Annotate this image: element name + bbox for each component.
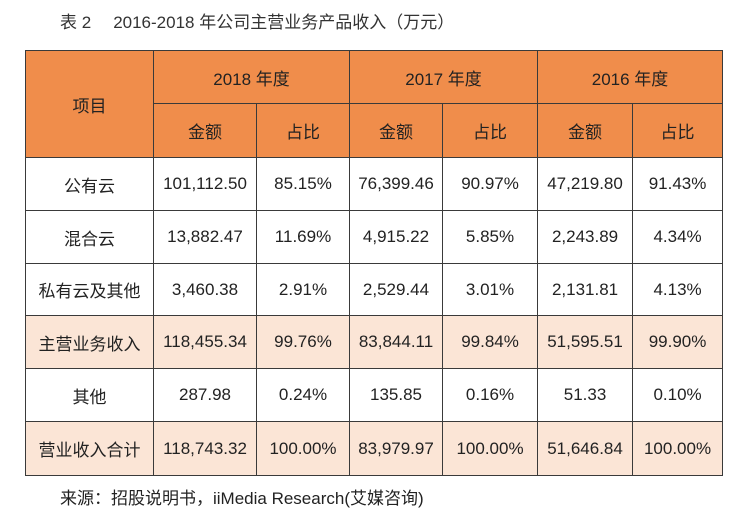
cell-hybrid-cloud-2016-share: 4.34%	[632, 210, 724, 264]
source-note: 来源：招股说明书，iiMedia Research(艾媒咨询)	[60, 489, 424, 508]
year-header-2018: 2018 年度	[152, 50, 351, 104]
cell-main-business-2017-share: 99.84%	[442, 315, 539, 369]
cell-total-2017-amount: 83,979.97	[349, 421, 444, 476]
cell-private-cloud-2016-share: 4.13%	[632, 263, 724, 316]
cell-hybrid-cloud-2017-amount: 4,915.22	[349, 210, 444, 264]
cell-public-cloud-2017-share: 90.97%	[442, 157, 539, 211]
subheader-2016-share: 占比	[632, 103, 724, 158]
cell-public-cloud-2017-amount: 76,399.46	[349, 157, 444, 211]
cell-other-2018-share: 0.24%	[255, 368, 351, 422]
cell-main-business-2018-share: 99.76%	[255, 315, 351, 369]
cell-public-cloud-2016-amount: 47,219.80	[537, 157, 634, 211]
cell-other-2018-amount: 287.98	[153, 368, 257, 422]
table-row-total-operating-revenue: 营业收入合计 118,743.32 100.00% 83,979.97 100.…	[25, 421, 724, 476]
row-label-public-cloud: 公有云	[25, 157, 154, 211]
subheader-2018-share: 占比	[255, 103, 351, 158]
table-row-hybrid-cloud: 混合云 13,882.47 11.69% 4,915.22 5.85% 2,24…	[25, 210, 724, 264]
cell-total-2016-share: 100.00%	[632, 421, 724, 476]
row-label-other: 其他	[25, 368, 154, 422]
year-header-2017: 2017 年度	[349, 50, 539, 104]
cell-public-cloud-2016-share: 91.43%	[632, 157, 724, 211]
table-number: 表 2	[60, 13, 92, 32]
cell-hybrid-cloud-2018-share: 11.69%	[255, 210, 351, 264]
table-row-public-cloud: 公有云 101,112.50 85.15% 76,399.46 90.97% 4…	[25, 157, 724, 211]
cell-private-cloud-2018-amount: 3,460.38	[153, 263, 257, 316]
cell-other-2017-share: 0.16%	[442, 368, 539, 422]
header-row-years: 项目 2018 年度 2017 年度 2016 年度	[25, 50, 724, 158]
cell-main-business-2017-amount: 83,844.11	[349, 315, 444, 369]
subheader-2017-amount: 金额	[349, 103, 444, 158]
cell-main-business-2016-amount: 51,595.51	[537, 315, 634, 369]
cell-main-business-2016-share: 99.90%	[632, 315, 724, 369]
row-label-hybrid-cloud: 混合云	[25, 210, 154, 264]
cell-other-2017-amount: 135.85	[349, 368, 444, 422]
year-header-2016: 2016 年度	[537, 50, 724, 104]
cell-other-2016-share: 0.10%	[632, 368, 724, 422]
table-row-main-business-revenue: 主营业务收入 118,455.34 99.76% 83,844.11 99.84…	[25, 315, 724, 369]
row-label-private-cloud-and-other: 私有云及其他	[25, 263, 154, 316]
row-label-main-business-revenue: 主营业务收入	[25, 315, 154, 369]
table-row-private-cloud-and-other: 私有云及其他 3,460.38 2.91% 2,529.44 3.01% 2,1…	[25, 263, 724, 316]
row-header-item: 项目	[25, 50, 154, 158]
cell-public-cloud-2018-share: 85.15%	[255, 157, 351, 211]
cell-other-2016-amount: 51.33	[537, 368, 634, 422]
cell-total-2016-amount: 51,646.84	[537, 421, 634, 476]
cell-main-business-2018-amount: 118,455.34	[153, 315, 257, 369]
subheader-2016-amount: 金额	[537, 103, 634, 158]
table-title: 2016-2018 年公司主营业务产品收入（万元）	[113, 13, 455, 32]
cell-private-cloud-2016-amount: 2,131.81	[537, 263, 634, 316]
cell-hybrid-cloud-2016-amount: 2,243.89	[537, 210, 634, 264]
table-row-other: 其他 287.98 0.24% 135.85 0.16% 51.33 0.10%	[25, 368, 724, 422]
cell-total-2018-share: 100.00%	[255, 421, 351, 476]
cell-public-cloud-2018-amount: 101,112.50	[153, 157, 257, 211]
header-row-subcolumns: 金额 占比 金额 占比 金额 占比	[26, 103, 724, 158]
cell-total-2017-share: 100.00%	[442, 421, 539, 476]
cell-hybrid-cloud-2018-amount: 13,882.47	[153, 210, 257, 264]
cell-private-cloud-2017-share: 3.01%	[442, 263, 539, 316]
subheader-2018-amount: 金额	[153, 103, 257, 158]
table-caption: 表 2 2016-2018 年公司主营业务产品收入（万元）	[60, 12, 454, 34]
revenue-table: 项目 2018 年度 2017 年度 2016 年度 金额 占比 金额 占比 金…	[25, 50, 724, 476]
cell-private-cloud-2018-share: 2.91%	[255, 263, 351, 316]
cell-hybrid-cloud-2017-share: 5.85%	[442, 210, 539, 264]
subheader-2017-share: 占比	[442, 103, 539, 158]
cell-total-2018-amount: 118,743.32	[153, 421, 257, 476]
cell-private-cloud-2017-amount: 2,529.44	[349, 263, 444, 316]
row-label-total-operating-revenue: 营业收入合计	[25, 421, 154, 476]
